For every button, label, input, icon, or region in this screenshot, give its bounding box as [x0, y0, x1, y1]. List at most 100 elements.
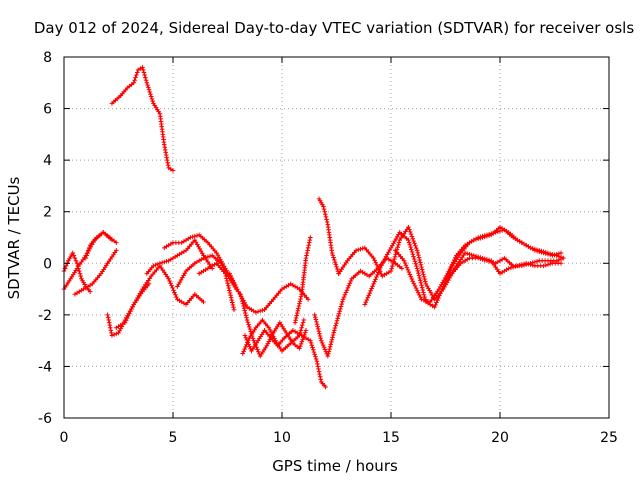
data-point-fill — [421, 272, 426, 277]
data-point-fill — [308, 340, 314, 346]
data-point-fill — [405, 267, 411, 273]
data-point — [471, 237, 477, 243]
data-point — [83, 255, 89, 261]
data-point-fill — [305, 248, 310, 253]
data-point-fill — [543, 251, 549, 256]
data-point-fill — [246, 322, 251, 327]
data-point-fill — [469, 252, 474, 258]
data-point-fill — [415, 290, 421, 295]
data-point — [388, 268, 394, 274]
data-point-fill — [316, 369, 322, 374]
data-point-fill — [413, 245, 419, 251]
data-point-fill — [203, 255, 208, 260]
y-tick-label: 8 — [43, 50, 52, 66]
data-point — [410, 279, 416, 284]
data-point-fill — [338, 306, 343, 312]
data-point-fill — [467, 251, 472, 257]
data-point-fill — [392, 256, 397, 262]
data-point — [353, 248, 359, 253]
data-point-fill — [85, 250, 90, 256]
data-point-fill — [510, 264, 516, 270]
data-point-fill — [106, 317, 111, 323]
data-point-fill — [318, 377, 323, 382]
data-point — [109, 333, 115, 338]
data-point-fill — [334, 266, 340, 272]
data-point-fill — [318, 335, 323, 341]
data-point-fill — [416, 252, 421, 258]
data-point-fill — [241, 303, 246, 309]
data-point-fill — [333, 262, 339, 267]
data-point-fill — [148, 94, 154, 99]
data-point-fill — [322, 211, 328, 217]
data-point-fill — [365, 295, 371, 300]
data-point — [323, 384, 328, 390]
x-tick-label: 10 — [273, 430, 291, 446]
grid — [64, 57, 609, 418]
data-point-fill — [433, 302, 438, 308]
data-point-fill — [315, 324, 320, 329]
data-point-fill — [554, 251, 559, 257]
y-tick-label: -4 — [38, 359, 52, 375]
series-arc-06 — [105, 281, 152, 338]
data-point — [419, 297, 424, 302]
data-point-fill — [334, 264, 339, 270]
x-tick-label: 15 — [382, 430, 400, 446]
data-point — [131, 80, 137, 86]
data-point-fill — [133, 75, 138, 80]
data-point-fill — [408, 231, 414, 237]
data-point-fill — [556, 251, 562, 256]
data-point-fill — [242, 346, 247, 352]
data-point-fill — [528, 262, 533, 267]
data-point-fill — [552, 252, 557, 258]
data-point-fill — [168, 281, 173, 286]
data-point — [314, 358, 320, 364]
y-tick-label: -2 — [38, 308, 52, 324]
data-point-fill — [338, 304, 344, 309]
data-point-fill — [142, 72, 147, 78]
data-point — [325, 353, 331, 359]
data-series — [61, 65, 566, 390]
data-point — [432, 304, 437, 310]
data-point-fill — [298, 341, 304, 347]
data-point-fill — [545, 262, 551, 267]
data-point-fill — [545, 251, 551, 257]
data-point-fill — [294, 313, 300, 318]
data-point-fill — [114, 331, 119, 337]
data-point-fill — [374, 274, 379, 280]
data-point-fill — [147, 89, 153, 95]
data-point-fill — [241, 349, 246, 354]
data-point-fill — [396, 242, 401, 248]
data-point — [74, 260, 80, 266]
data-point-fill — [332, 325, 338, 331]
data-point-fill — [543, 262, 549, 268]
data-point-fill — [145, 85, 151, 90]
data-point-fill — [78, 273, 84, 279]
data-point-fill — [72, 255, 78, 261]
data-point-fill — [314, 319, 319, 325]
data-point-fill — [368, 288, 373, 294]
data-point-fill — [332, 259, 338, 265]
data-point-fill — [423, 298, 429, 303]
data-point — [532, 248, 538, 253]
data-point-fill — [356, 247, 361, 253]
data-point-fill — [241, 305, 247, 311]
data-point-fill — [140, 67, 146, 73]
data-point-fill — [245, 320, 251, 325]
data-point — [308, 338, 313, 343]
data-point-fill — [173, 292, 178, 298]
data-point — [523, 260, 529, 266]
data-point — [515, 263, 520, 269]
data-point-fill — [484, 233, 490, 239]
data-point-fill — [314, 321, 320, 327]
data-point-fill — [313, 317, 319, 322]
data-point-fill — [409, 276, 415, 282]
data-point-fill — [105, 315, 111, 320]
data-point-fill — [421, 297, 426, 303]
data-point-fill — [409, 249, 415, 255]
data-point — [362, 302, 368, 307]
x-tick-label: 5 — [169, 430, 178, 446]
data-point — [318, 338, 324, 343]
data-point-fill — [226, 285, 232, 291]
data-point-fill — [547, 252, 553, 258]
data-point-fill — [345, 285, 351, 291]
